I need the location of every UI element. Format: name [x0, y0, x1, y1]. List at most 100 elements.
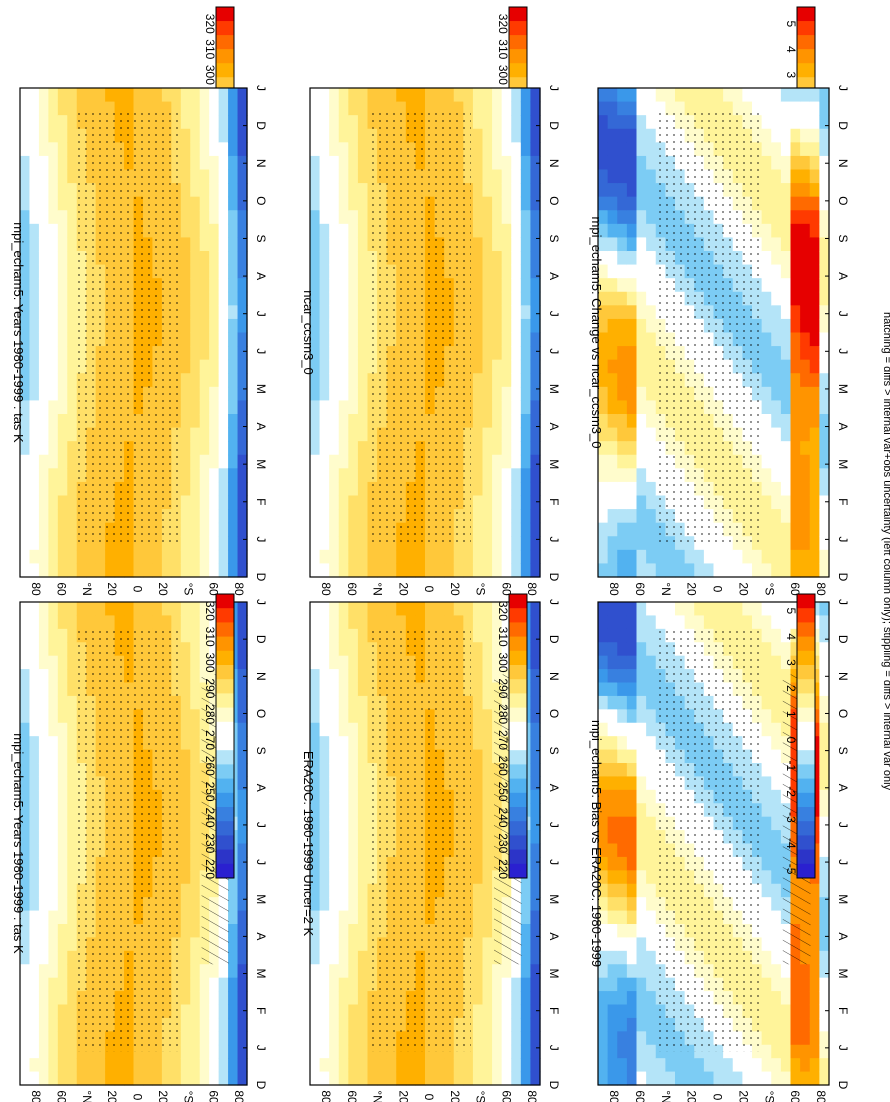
- field-cell: [29, 196, 40, 211]
- field-cell: [228, 964, 239, 979]
- field-cell: [752, 1071, 763, 1086]
- field-cell: [761, 883, 772, 898]
- field-cell: [161, 1071, 172, 1086]
- field-cell: [472, 414, 484, 429]
- field-cell: [761, 991, 772, 1006]
- field-cell: [310, 1071, 321, 1086]
- field-cell: [626, 291, 638, 306]
- field-cell: [511, 1031, 522, 1046]
- field-cell: [377, 602, 388, 617]
- field-cell: [607, 736, 618, 751]
- field-cell: [482, 115, 493, 130]
- field-cell: [29, 964, 40, 979]
- field-cell: [530, 264, 541, 279]
- field-cell: [20, 318, 31, 334]
- field-cell: [180, 400, 191, 415]
- field-cell: [190, 468, 201, 483]
- field-cell: [319, 223, 330, 239]
- field-cell: [357, 563, 369, 578]
- field-cell: [29, 400, 40, 415]
- field-cell: [190, 414, 201, 429]
- field-cell: [665, 615, 676, 630]
- field-cell: [444, 563, 455, 578]
- field-cell: [67, 563, 78, 578]
- field-cell: [482, 495, 493, 510]
- field-cell: [800, 1017, 811, 1032]
- colorbar-swatch: [509, 693, 527, 709]
- field-cell: [57, 332, 68, 347]
- field-cell: [617, 549, 628, 565]
- field-cell: [530, 481, 541, 497]
- field-cell: [626, 427, 638, 442]
- field-cell: [338, 843, 349, 858]
- field-cell: [190, 964, 201, 979]
- month-tick-label: A: [254, 272, 268, 280]
- field-cell: [425, 536, 436, 551]
- field-cell: [319, 977, 330, 992]
- field-cell: [530, 722, 541, 737]
- field-cell: [357, 695, 369, 710]
- field-cell: [237, 278, 248, 293]
- field-cell: [530, 468, 541, 483]
- field-cell: [511, 210, 522, 225]
- field-cell: [86, 88, 97, 103]
- field-cell: [209, 128, 220, 143]
- field-cell: [67, 736, 78, 751]
- field-cell: [67, 682, 78, 697]
- field-cell: [57, 536, 68, 551]
- colorbar-swatch: [216, 821, 234, 836]
- field-cell: [190, 454, 201, 469]
- field-cell: [425, 549, 436, 565]
- field-cell: [338, 615, 349, 630]
- field-cell: [780, 615, 792, 630]
- field-cell: [598, 991, 609, 1006]
- field-cell: [607, 522, 618, 537]
- field-cell: [771, 615, 782, 630]
- field-cell: [511, 522, 522, 537]
- month-tick-label: J: [254, 536, 268, 542]
- field-cell: [48, 628, 59, 643]
- field-cell: [348, 856, 359, 871]
- field-cell: [501, 481, 512, 497]
- month-tick-label: S: [547, 234, 561, 242]
- field-cell: [152, 615, 163, 630]
- field-cell: [124, 1071, 135, 1086]
- field-cell: [636, 264, 647, 279]
- field-cell: [396, 101, 407, 116]
- field-cell: [453, 1044, 464, 1059]
- field-cell: [530, 749, 541, 764]
- field-cell: [434, 563, 445, 578]
- field-cell: [338, 1058, 349, 1073]
- field-cell: [626, 169, 638, 184]
- field-cell: [57, 359, 68, 374]
- field-cell: [501, 332, 512, 347]
- field-cell: [329, 682, 340, 697]
- field-cell: [48, 400, 59, 415]
- field-cell: [357, 1071, 369, 1086]
- field-cell: [48, 803, 59, 818]
- field-cell: [444, 1044, 455, 1059]
- field-cell: [114, 563, 125, 578]
- field-cell: [626, 628, 638, 643]
- field-cell: [511, 1004, 522, 1019]
- field-cell: [67, 964, 78, 979]
- field-cell: [482, 776, 493, 791]
- field-cell: [67, 1004, 78, 1019]
- field-cell: [48, 251, 59, 266]
- field-cell: [199, 1044, 210, 1059]
- field-cell: [607, 427, 618, 442]
- field-cell: [319, 278, 330, 293]
- month-tick-label: D: [547, 573, 561, 582]
- field-cell: [598, 278, 609, 293]
- field-cell: [425, 88, 436, 103]
- field-cell: [617, 88, 628, 103]
- field-cell: [357, 749, 369, 764]
- field-cell: [472, 237, 484, 252]
- field-cell: [501, 400, 512, 415]
- month-tick-label: F: [547, 1007, 561, 1014]
- field-cell: [67, 991, 78, 1006]
- field-cell: [607, 991, 618, 1006]
- field-cell: [329, 441, 340, 456]
- field-cell: [57, 628, 68, 643]
- field-cell: [348, 870, 359, 885]
